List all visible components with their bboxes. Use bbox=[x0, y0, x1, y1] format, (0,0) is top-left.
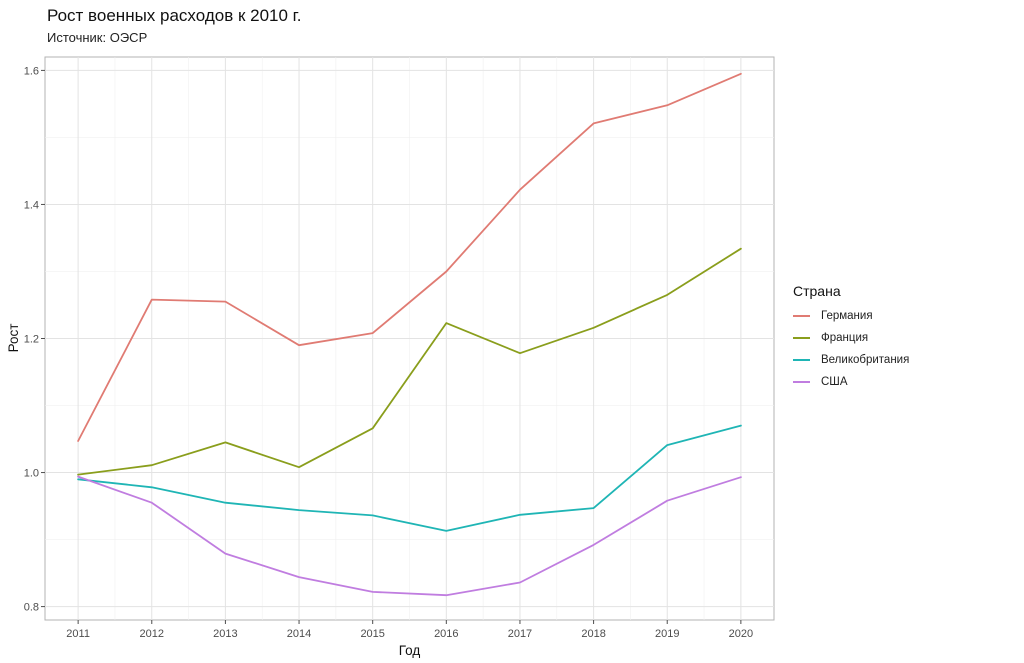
series-line-2 bbox=[77, 247, 742, 476]
series-line-4 bbox=[77, 475, 742, 597]
y-tick-label: 1.6 bbox=[24, 65, 39, 77]
legend-item: Франция bbox=[793, 327, 909, 349]
y-tick-label: 1.4 bbox=[24, 199, 39, 211]
legend-swatch bbox=[793, 337, 810, 339]
x-tick-label: 2015 bbox=[360, 628, 384, 640]
x-tick-label: 2013 bbox=[213, 628, 237, 640]
legend-swatch bbox=[793, 359, 810, 361]
legend-items: Германия Франция Великобритания США bbox=[793, 305, 909, 393]
y-tick-label: 1.2 bbox=[24, 334, 39, 346]
x-axis: 2011 2012 2013 2014 2015 2016 2017 2018 2019 2020 bbox=[66, 620, 753, 640]
y-tick-label: 1.0 bbox=[24, 468, 39, 480]
x-tick-label: 2018 bbox=[581, 628, 605, 640]
series-line-3 bbox=[77, 424, 742, 532]
x-tick-label: 2011 bbox=[66, 628, 90, 640]
x-tick-label: 2019 bbox=[655, 628, 679, 640]
legend-item: США bbox=[793, 371, 909, 393]
legend-label: Германия bbox=[821, 310, 873, 322]
x-tick-label: 2020 bbox=[729, 628, 753, 640]
legend: Страна Германия Франция Великобритания США bbox=[793, 283, 909, 393]
chart-title: Рост военных расходов к 2010 г. bbox=[47, 6, 302, 25]
legend-title: Страна bbox=[793, 283, 841, 299]
series-line-1 bbox=[77, 72, 742, 442]
x-tick-label: 2014 bbox=[287, 628, 311, 640]
x-axis-title: Год bbox=[399, 643, 421, 658]
y-axis-title: Рост bbox=[6, 324, 21, 353]
y-axis: 0.8 1.0 1.2 1.4 1.6 bbox=[24, 65, 45, 614]
legend-item: Великобритания bbox=[793, 349, 909, 371]
legend-label: США bbox=[821, 376, 848, 388]
legend-label: Франция bbox=[821, 332, 869, 344]
y-tick-label: 0.8 bbox=[24, 602, 39, 614]
x-tick-label: 2012 bbox=[140, 628, 164, 640]
legend-label: Великобритания bbox=[821, 354, 910, 366]
legend-swatch bbox=[793, 381, 810, 383]
legend-swatch bbox=[793, 315, 810, 317]
chart-subtitle: Источник: ОЭСР bbox=[47, 30, 148, 45]
legend-item: Германия bbox=[793, 305, 909, 327]
x-tick-label: 2016 bbox=[434, 628, 458, 640]
x-tick-label: 2017 bbox=[508, 628, 532, 640]
series-lines bbox=[77, 72, 742, 597]
